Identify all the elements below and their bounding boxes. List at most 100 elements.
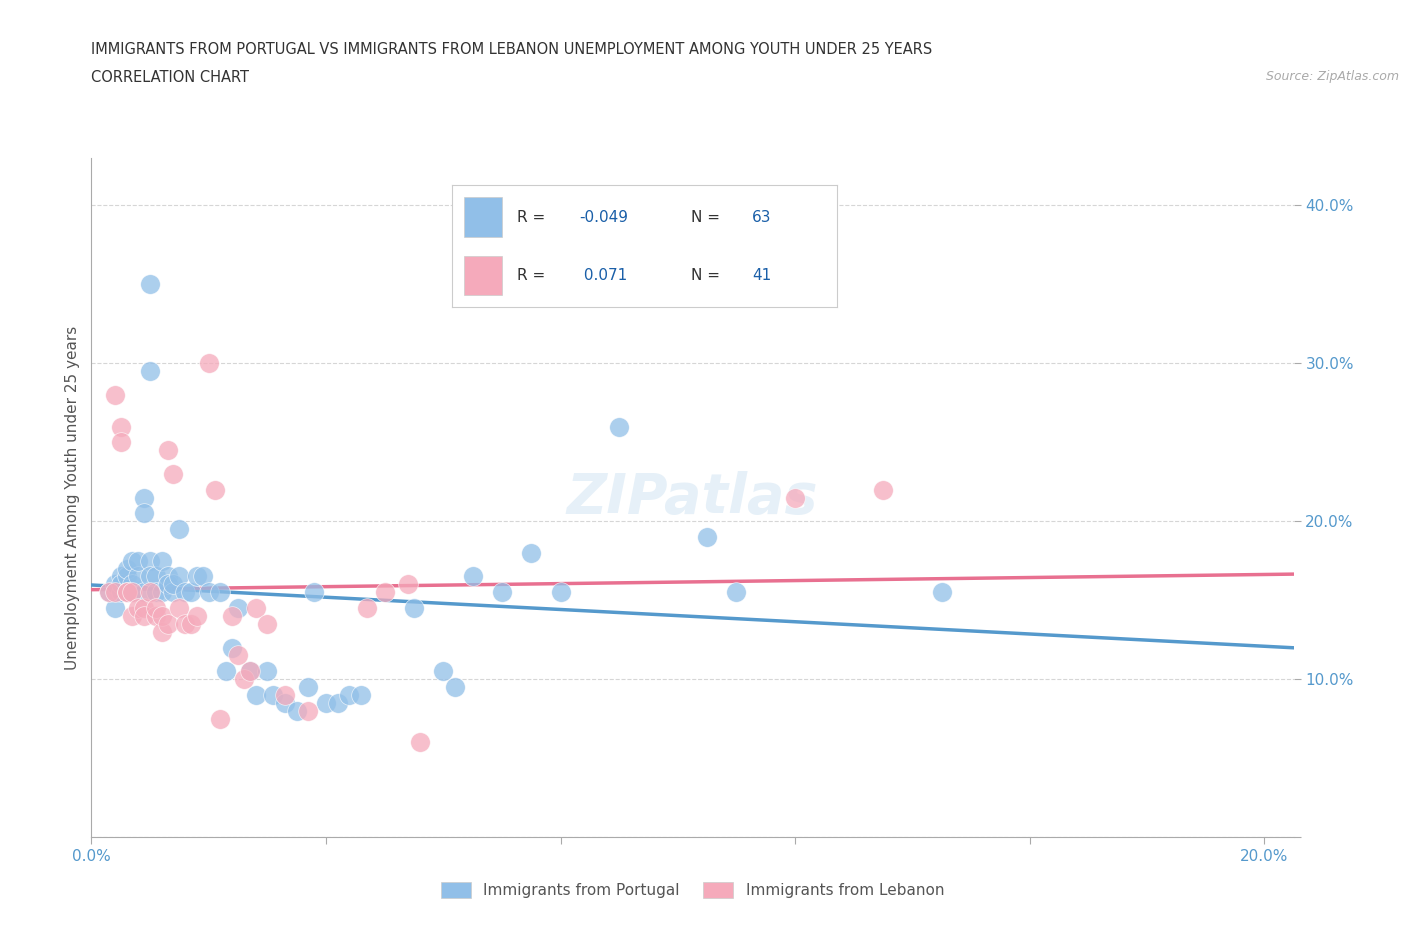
Point <box>150 608 173 623</box>
Point <box>302 585 325 600</box>
Point <box>104 577 127 591</box>
Point <box>169 569 191 584</box>
Point <box>931 585 953 600</box>
Legend: Immigrants from Portugal, Immigrants from Lebanon: Immigrants from Portugal, Immigrants fro… <box>434 876 950 904</box>
Point <box>256 664 278 679</box>
Point <box>180 617 202 631</box>
Point <box>127 601 149 616</box>
Point <box>134 585 156 600</box>
Point <box>374 585 396 600</box>
Point <box>783 490 806 505</box>
Point <box>127 569 149 584</box>
Point <box>134 608 156 623</box>
Point <box>245 687 267 702</box>
Point <box>98 585 121 600</box>
Text: IMMIGRANTS FROM PORTUGAL VS IMMIGRANTS FROM LEBANON UNEMPLOYMENT AMONG YOUTH UND: IMMIGRANTS FROM PORTUGAL VS IMMIGRANTS F… <box>91 42 932 57</box>
Point <box>156 617 179 631</box>
Point <box>215 664 238 679</box>
Point <box>104 388 127 403</box>
Text: ZIPatlas: ZIPatlas <box>567 471 818 525</box>
Point <box>461 569 484 584</box>
Point <box>350 687 373 702</box>
Point <box>115 561 138 576</box>
Point <box>121 585 143 600</box>
Point <box>110 577 132 591</box>
Point <box>396 577 419 591</box>
Point <box>150 624 173 639</box>
Point <box>191 569 214 584</box>
Point <box>162 577 184 591</box>
Point <box>145 569 167 584</box>
Point <box>134 490 156 505</box>
Point <box>326 696 349 711</box>
Point <box>725 585 748 600</box>
Point <box>121 608 143 623</box>
Point <box>491 585 513 600</box>
Point <box>115 585 138 600</box>
Point <box>274 696 297 711</box>
Point <box>872 483 894 498</box>
Point <box>520 545 543 560</box>
Point <box>444 680 467 695</box>
Point <box>209 711 232 726</box>
Point <box>356 601 378 616</box>
Point <box>297 680 319 695</box>
Point <box>104 601 127 616</box>
Point <box>239 664 262 679</box>
Point <box>145 601 167 616</box>
Point <box>115 585 138 600</box>
Point <box>274 687 297 702</box>
Point <box>139 364 162 379</box>
Point <box>104 585 127 600</box>
Point <box>115 585 138 600</box>
Point <box>186 608 208 623</box>
Point <box>197 585 219 600</box>
Point <box>156 577 179 591</box>
Point <box>145 608 167 623</box>
Point <box>204 483 226 498</box>
Point <box>98 585 121 600</box>
Point <box>402 601 425 616</box>
Point <box>139 585 162 600</box>
Point <box>162 467 184 482</box>
Point <box>221 640 243 655</box>
Point <box>409 735 432 750</box>
Point <box>174 617 197 631</box>
Point <box>315 696 337 711</box>
Point <box>162 585 184 600</box>
Point <box>226 648 249 663</box>
Point <box>339 687 361 702</box>
Text: CORRELATION CHART: CORRELATION CHART <box>91 70 249 85</box>
Point <box>297 703 319 718</box>
Point <box>156 443 179 458</box>
Point <box>121 553 143 568</box>
Point <box>432 664 454 679</box>
Point <box>134 601 156 616</box>
Point <box>256 617 278 631</box>
Point <box>110 569 132 584</box>
Point <box>110 435 132 450</box>
Point <box>134 506 156 521</box>
Point <box>115 569 138 584</box>
Point <box>197 356 219 371</box>
Point <box>121 577 143 591</box>
Point <box>150 585 173 600</box>
Point <box>110 419 132 434</box>
Point <box>139 277 162 292</box>
Point <box>127 553 149 568</box>
Point <box>232 671 254 686</box>
Point <box>209 585 232 600</box>
Point <box>239 664 262 679</box>
Point <box>145 585 167 600</box>
Point <box>550 585 572 600</box>
Point <box>226 601 249 616</box>
Point <box>262 687 284 702</box>
Point <box>285 703 308 718</box>
Point <box>139 569 162 584</box>
Point <box>174 585 197 600</box>
Point <box>696 529 718 544</box>
Point <box>169 522 191 537</box>
Point <box>245 601 267 616</box>
Point <box>150 553 173 568</box>
Y-axis label: Unemployment Among Youth under 25 years: Unemployment Among Youth under 25 years <box>65 326 80 670</box>
